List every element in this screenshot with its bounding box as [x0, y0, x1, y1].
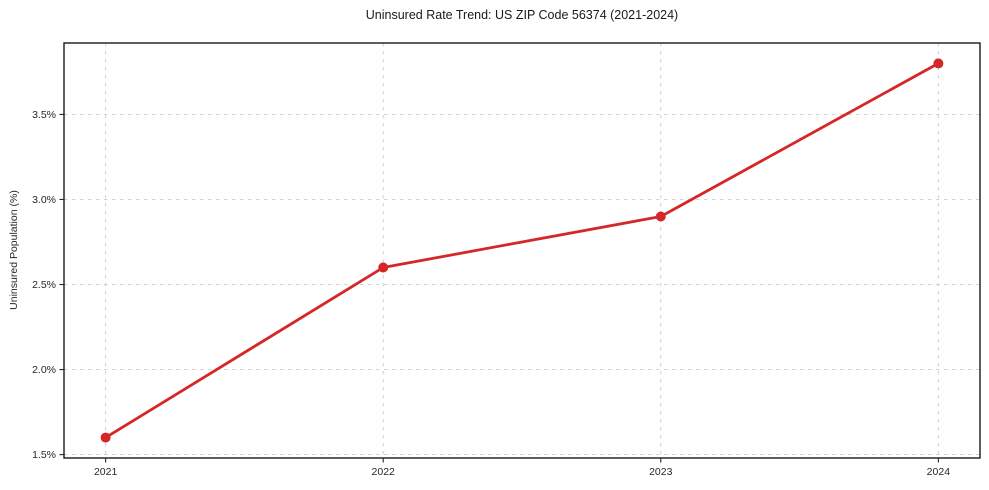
data-point	[378, 262, 389, 273]
x-tick-label: 2022	[372, 466, 396, 478]
x-tick-label: 2024	[927, 466, 951, 478]
data-point	[100, 432, 111, 443]
y-tick-label: 3.0%	[32, 194, 56, 206]
y-tick-label: 2.5%	[32, 279, 56, 291]
y-tick-label: 3.5%	[32, 109, 56, 121]
x-tick-label: 2021	[94, 466, 118, 478]
x-tick-label: 2023	[649, 466, 673, 478]
y-tick-label: 2.0%	[32, 364, 56, 376]
data-point	[933, 58, 944, 69]
plot-frame	[63, 42, 981, 459]
y-tick-label: 1.5%	[32, 449, 56, 461]
trend-line	[104, 62, 940, 439]
y-axis-label: Uninsured Population (%)	[8, 190, 20, 310]
data-point	[655, 211, 666, 222]
chart-title: Uninsured Rate Trend: US ZIP Code 56374 …	[365, 8, 679, 22]
